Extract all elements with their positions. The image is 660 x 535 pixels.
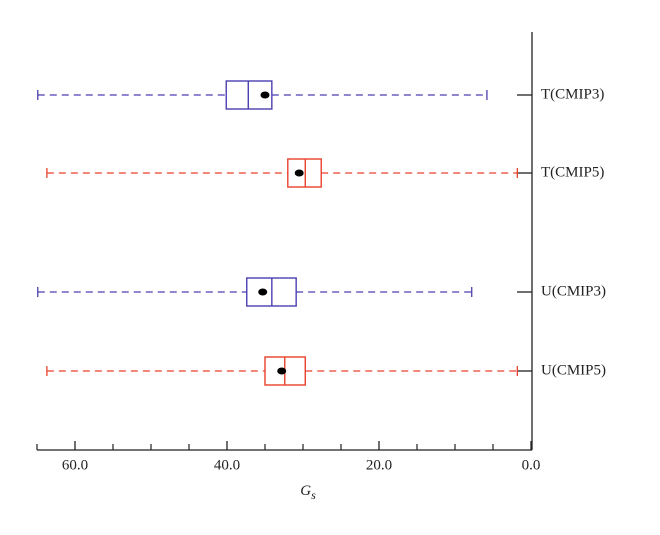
y-tick-label: T(CMIP5) — [541, 164, 604, 180]
box — [287, 158, 322, 188]
x-tick-label: 40.0 — [214, 457, 240, 473]
y-tick-label: U(CMIP3) — [541, 283, 606, 299]
mean — [277, 367, 287, 375]
mean — [294, 169, 304, 177]
x-tick-label: 20.0 — [366, 457, 392, 473]
y-tick-label: U(CMIP5) — [541, 362, 606, 378]
x-axis-label: Gs — [300, 483, 316, 501]
x-label-sub: s — [311, 488, 316, 502]
x-tick-label: 0.0 — [522, 457, 541, 473]
x-tick-label: 60.0 — [62, 457, 88, 473]
y-tick-label: T(CMIP3) — [541, 86, 604, 102]
mean — [260, 91, 270, 99]
x-label-main: G — [300, 483, 311, 499]
mean — [258, 288, 268, 296]
